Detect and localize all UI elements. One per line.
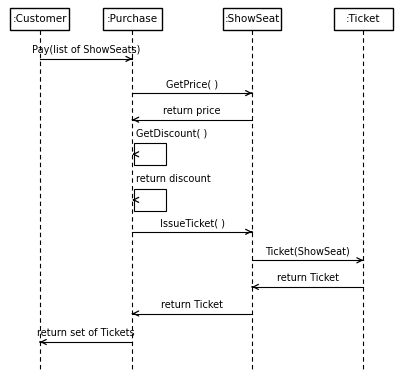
- Text: Ticket(ShowSeat): Ticket(ShowSeat): [265, 247, 350, 256]
- Text: IssueTicket( ): IssueTicket( ): [160, 218, 225, 228]
- Bar: [103, 8, 162, 30]
- Bar: [334, 8, 393, 30]
- Text: return set of Tickets: return set of Tickets: [37, 328, 135, 338]
- Text: :ShowSeat: :ShowSeat: [224, 14, 280, 24]
- Bar: [134, 189, 166, 211]
- Text: Pay(list of ShowSeats): Pay(list of ShowSeats): [32, 45, 140, 55]
- Text: :Purchase: :Purchase: [107, 14, 158, 24]
- Bar: [10, 8, 69, 30]
- Text: :Customer: :Customer: [13, 14, 67, 24]
- Text: GetPrice( ): GetPrice( ): [166, 79, 218, 89]
- Text: return discount: return discount: [136, 174, 210, 184]
- Text: return Ticket: return Ticket: [277, 273, 339, 283]
- Text: return price: return price: [163, 106, 221, 116]
- Bar: [134, 143, 166, 165]
- Bar: [223, 8, 281, 30]
- Text: :Ticket: :Ticket: [346, 14, 381, 24]
- Text: GetDiscount( ): GetDiscount( ): [136, 129, 207, 139]
- Text: return Ticket: return Ticket: [161, 300, 223, 310]
